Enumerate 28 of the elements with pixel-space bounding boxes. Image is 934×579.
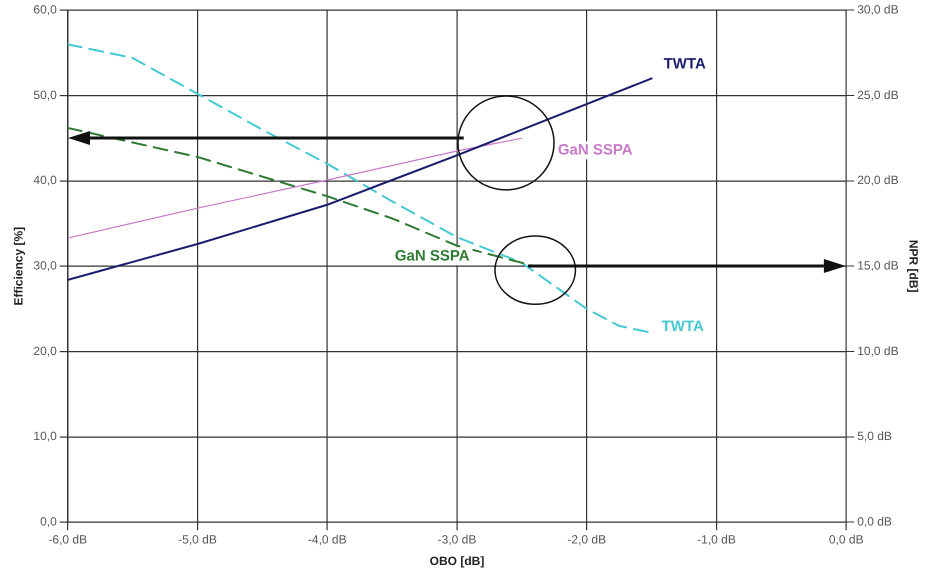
y2-tick-label: 25,0 dB (857, 88, 899, 102)
series-label: TWTA (662, 318, 704, 335)
y-tick-label: 40,0 (33, 173, 58, 188)
y-axis-title: Efficiency [%] (12, 226, 26, 306)
y-tick-label: 20,0 (33, 344, 58, 358)
series-label: TWTA (664, 56, 706, 73)
x-axis-title: OBO [dB] (430, 554, 484, 568)
x-tick-label: -3,0 dB (438, 532, 476, 547)
y-tick-label: 50,0 (33, 88, 58, 102)
y-tick-label: 0,0 (40, 514, 58, 529)
y-tick-label: 10,0 (33, 429, 58, 444)
y2-tick-label: 30,0 dB (857, 2, 899, 17)
x-tick-label: 0,0 dB (828, 532, 864, 547)
x-tick-label: -6,0 dB (48, 532, 88, 547)
series-label: GaN SSPA (394, 247, 470, 264)
y2-tick-label: 5,0 dB (857, 429, 892, 444)
x-tick-label: -4,0 dB (308, 532, 347, 547)
y2-tick-label: 20,0 dB (857, 173, 899, 188)
y-tick-label: 30,0 (33, 258, 58, 273)
x-tick-label: -2,0 dB (567, 532, 606, 547)
y2-tick-label: 0,0 dB (857, 514, 892, 529)
x-tick-label: -5,0 dB (178, 532, 217, 547)
y-tick-label: 60,0 (33, 2, 58, 17)
y2-axis-title: NPR [dB] (906, 240, 920, 293)
text: GaN SSPA (558, 141, 633, 158)
x-tick-label: -1,0 dB (697, 532, 736, 547)
y2-tick-label: 15,0 dB (857, 258, 899, 273)
y2-tick-label: 10,0 dB (857, 344, 899, 358)
